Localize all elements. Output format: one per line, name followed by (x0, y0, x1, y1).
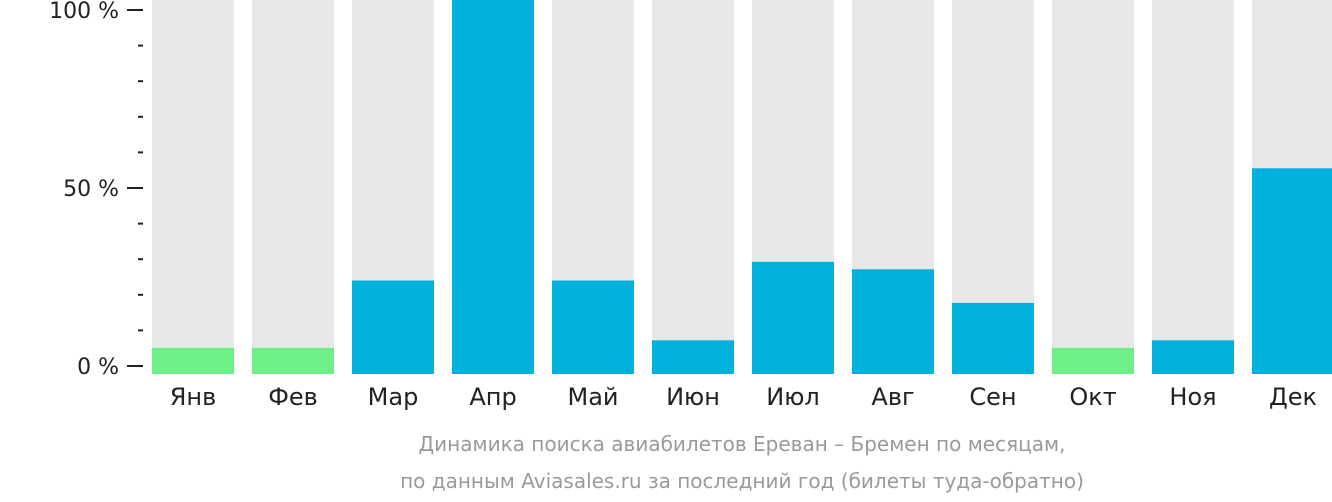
x-tick-label: Окт (1069, 383, 1116, 411)
x-tick-label: Апр (469, 383, 516, 411)
bar-9[interactable] (952, 302, 1034, 374)
bar-track (1152, 0, 1234, 374)
bar-track (252, 0, 334, 374)
x-tick-label: Мар (368, 383, 419, 411)
bar-12[interactable] (1252, 168, 1332, 374)
y-tick-label: 100 % (49, 0, 119, 24)
chart-caption-line-2: по данным Aviasales.ru за последний год … (400, 469, 1084, 493)
bar-3[interactable] (352, 280, 434, 375)
bar-11[interactable] (1152, 340, 1234, 374)
x-tick-label: Сен (969, 383, 1016, 411)
bar-1[interactable] (152, 347, 234, 374)
x-axis-labels: Янв Фев Мар Апр Май Июн Июл Авг Сен Окт Ноя Дек (170, 383, 1317, 411)
x-tick-label: Дек (1269, 383, 1317, 411)
bar-2[interactable] (252, 347, 334, 374)
bar-track (152, 0, 234, 374)
x-tick-label: Фев (268, 383, 318, 411)
bar-5[interactable] (552, 280, 634, 375)
bar-track (1052, 0, 1134, 374)
y-axis: 0 % 50 % 100 % (49, 0, 143, 380)
chart-caption-line-1: Динамика поиска авиабилетов Ереван – Бре… (419, 432, 1066, 456)
bar-7[interactable] (752, 261, 834, 374)
bar-8[interactable] (852, 269, 934, 374)
x-tick-label: Янв (170, 383, 217, 411)
bar-6[interactable] (652, 340, 734, 374)
x-tick-label: Июл (766, 383, 820, 411)
bar-track (652, 0, 734, 374)
bar-10[interactable] (1052, 347, 1134, 374)
y-tick-label: 50 % (63, 177, 119, 202)
x-tick-label: Авг (871, 383, 914, 411)
bars-group (152, 0, 1332, 374)
x-tick-label: Ноя (1169, 383, 1216, 411)
bar-4[interactable] (452, 0, 534, 374)
y-tick-label: 0 % (77, 355, 119, 380)
x-tick-label: Июн (666, 383, 720, 411)
x-tick-label: Май (567, 383, 618, 411)
